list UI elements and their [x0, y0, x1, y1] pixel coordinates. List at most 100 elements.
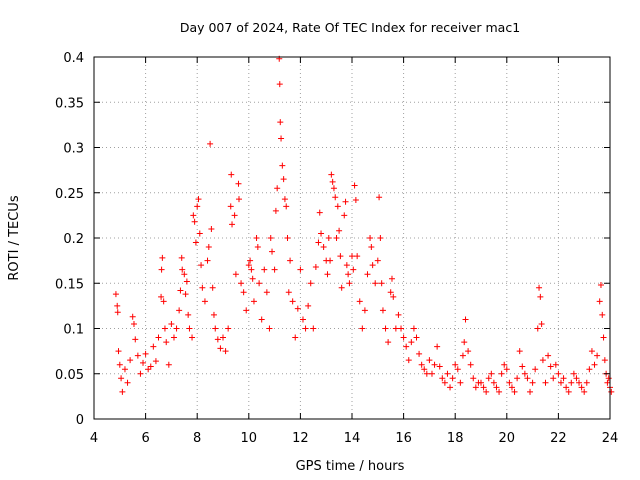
data-point	[118, 375, 125, 382]
data-point	[243, 307, 250, 314]
data-point	[521, 370, 528, 377]
data-point	[372, 280, 379, 287]
data-point	[147, 363, 154, 370]
data-point	[426, 357, 433, 364]
data-point	[279, 162, 286, 169]
y-tick-label: 0	[76, 413, 84, 428]
data-point	[199, 284, 206, 291]
data-point	[478, 379, 484, 386]
data-point	[204, 257, 211, 264]
data-point	[480, 384, 487, 391]
y-tick-label: 0.3	[63, 142, 84, 157]
data-point	[583, 379, 590, 386]
data-point	[287, 257, 294, 264]
data-point	[418, 361, 425, 368]
data-point	[465, 348, 472, 355]
data-point	[545, 352, 552, 359]
data-point	[158, 266, 165, 273]
data-point	[600, 334, 607, 341]
data-point	[398, 325, 405, 332]
x-tick-label: 18	[447, 431, 464, 446]
data-point	[604, 379, 611, 386]
data-point	[159, 254, 166, 261]
data-point	[459, 352, 466, 359]
data-point	[538, 320, 545, 327]
data-point	[316, 209, 323, 216]
data-point	[374, 257, 381, 264]
data-point	[272, 207, 279, 214]
data-point	[189, 334, 196, 341]
data-point	[350, 266, 357, 273]
data-point	[501, 361, 508, 368]
data-point	[158, 293, 165, 300]
data-point	[249, 275, 256, 282]
data-point	[250, 298, 257, 305]
data-point	[588, 348, 595, 355]
data-point	[524, 375, 531, 382]
data-point	[485, 375, 492, 382]
data-point	[195, 196, 202, 203]
data-point	[152, 358, 159, 365]
data-point	[137, 370, 144, 377]
data-point	[351, 182, 358, 189]
data-point	[405, 357, 412, 364]
data-point	[205, 244, 212, 251]
data-point	[493, 384, 500, 391]
data-point	[182, 291, 189, 298]
data-point	[207, 140, 214, 147]
data-point	[231, 212, 238, 219]
data-point	[511, 388, 518, 395]
data-point	[119, 388, 126, 395]
x-tick-label: 24	[602, 431, 619, 446]
x-tick-label: 22	[550, 431, 567, 446]
data-point	[573, 375, 580, 382]
data-point	[191, 218, 198, 225]
x-axis-label: GPS time / hours	[296, 459, 405, 474]
data-point	[168, 320, 175, 327]
x-tick-label: 4	[90, 431, 98, 446]
data-point	[534, 325, 541, 332]
data-point	[508, 384, 515, 391]
data-point	[229, 221, 236, 228]
data-point	[608, 388, 615, 395]
data-point	[181, 271, 188, 278]
data-point	[121, 366, 128, 373]
data-point	[408, 339, 415, 346]
data-point	[235, 180, 242, 187]
data-point	[285, 289, 292, 296]
data-point	[337, 253, 344, 260]
data-point	[261, 266, 268, 273]
data-point	[160, 298, 167, 305]
data-point	[343, 262, 350, 269]
data-point	[214, 336, 221, 343]
data-point	[254, 244, 261, 251]
data-point	[124, 379, 131, 386]
data-point	[441, 379, 448, 386]
data-point	[382, 325, 389, 332]
data-point	[333, 235, 340, 241]
data-point	[490, 379, 497, 386]
data-point	[269, 248, 276, 255]
data-point	[431, 361, 438, 368]
data-point	[161, 325, 168, 332]
data-point	[550, 375, 557, 382]
data-point	[201, 298, 208, 305]
data-point	[327, 257, 334, 264]
data-point	[356, 298, 363, 305]
data-point	[299, 316, 306, 323]
data-point	[280, 176, 287, 183]
y-tick-label: 0.15	[55, 277, 84, 292]
data-point	[212, 325, 219, 332]
data-point	[444, 370, 451, 377]
data-point	[274, 185, 281, 192]
data-point	[581, 388, 588, 395]
data-point	[596, 298, 603, 305]
data-point	[150, 343, 157, 350]
data-point	[377, 235, 384, 241]
data-point	[361, 307, 368, 314]
data-point	[434, 343, 441, 350]
data-point	[413, 334, 420, 341]
data-point	[222, 348, 229, 355]
data-point	[289, 298, 296, 305]
data-point	[196, 230, 203, 237]
